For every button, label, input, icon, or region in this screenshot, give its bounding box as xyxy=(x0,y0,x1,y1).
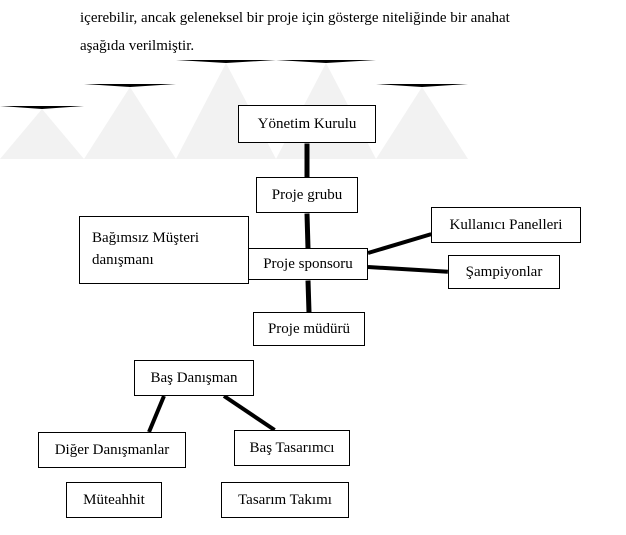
node-label: Kullanıcı Panelleri xyxy=(450,214,563,236)
node-kullanici-panelleri: Kullanıcı Panelleri xyxy=(431,207,581,243)
node-label: Şampiyonlar xyxy=(466,261,543,283)
edge-projeSponsoru-sampiyonlar xyxy=(368,265,448,274)
edge-projeSponsoru-projeMuduru xyxy=(306,280,312,312)
node-label: Proje sponsoru xyxy=(263,253,353,275)
node-label: Müteahhit xyxy=(83,489,145,511)
edge-basDanisman-basTasarimci xyxy=(223,394,276,431)
node-label: Baş Tasarımcı xyxy=(250,437,335,459)
node-label: Proje grubu xyxy=(272,184,342,206)
edge-yonetim-projeGrubu xyxy=(305,143,310,177)
bg-triangle-1 xyxy=(84,84,176,159)
node-sampiyonlar: Şampiyonlar xyxy=(448,255,560,289)
edge-projeSponsoru-kullanici xyxy=(367,232,431,255)
intro-paragraph: içerebilir, ancak geleneksel bir proje i… xyxy=(80,4,626,60)
node-label: Baş Danışman xyxy=(150,367,237,389)
node-label: Tasarım Takımı xyxy=(238,489,332,511)
node-label: Proje müdürü xyxy=(268,318,350,340)
paragraph-line-1: içerebilir, ancak geleneksel bir proje i… xyxy=(80,10,510,26)
paragraph-line-2: aşağıda verilmiştir. xyxy=(80,38,194,54)
node-bas-danisman: Baş Danışman xyxy=(134,360,254,396)
node-yonetim-kurulu: Yönetim Kurulu xyxy=(238,105,376,143)
edge-projeGrubu-projeSponsoru xyxy=(305,213,311,248)
node-diger-danismanlar: Diğer Danışmanlar xyxy=(38,432,186,468)
node-bas-tasarimci: Baş Tasarımcı xyxy=(234,430,350,466)
node-label-line-1: Bağımsız Müşteri xyxy=(92,230,199,246)
node-proje-sponsoru: Proje sponsoru xyxy=(248,248,368,280)
node-label: Yönetim Kurulu xyxy=(258,113,357,135)
node-muteahhit: Müteahhit xyxy=(66,482,162,518)
bg-triangle-0 xyxy=(0,106,84,159)
node-tasarim-takimi: Tasarım Takımı xyxy=(221,482,349,518)
node-proje-muduru: Proje müdürü xyxy=(253,312,365,346)
bg-triangle-4 xyxy=(376,84,468,159)
node-proje-grubu: Proje grubu xyxy=(256,177,358,213)
node-bagimsiz-musteri-danismani: Bağımsız Müşteri danışmanı xyxy=(79,216,249,284)
node-label: Diğer Danışmanlar xyxy=(55,439,170,461)
node-label-line-2: danışmanı xyxy=(92,252,154,268)
edge-basDanisman-digerDanismanlar xyxy=(147,395,166,433)
